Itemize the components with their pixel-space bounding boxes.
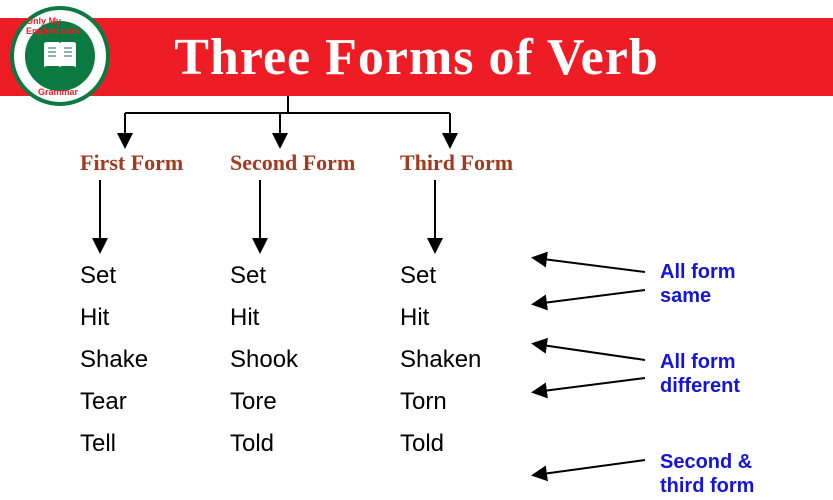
verb-column-third: Set Hit Shaken Torn Told bbox=[400, 255, 481, 465]
verb-cell: Told bbox=[400, 423, 481, 465]
verb-cell: Set bbox=[230, 255, 298, 297]
annotation-different: All form different bbox=[660, 350, 740, 398]
verb-cell: Torn bbox=[400, 381, 481, 423]
logo-text-bottom: Grammar bbox=[38, 87, 78, 97]
annotation-line: different bbox=[660, 374, 740, 398]
page-title: Three Forms of Verb bbox=[174, 28, 659, 87]
logo-badge: Only My English.com Grammar bbox=[10, 6, 110, 106]
annotation-line: same bbox=[660, 284, 736, 308]
verb-cell: Hit bbox=[400, 297, 481, 339]
annotation-line: Second & bbox=[660, 450, 754, 474]
verb-cell: Shook bbox=[230, 339, 298, 381]
annotation-line: All form bbox=[660, 350, 740, 374]
annotation-second-third: Second & third form bbox=[660, 450, 754, 498]
verb-cell: Set bbox=[80, 255, 148, 297]
verb-cell: Shake bbox=[80, 339, 148, 381]
verb-cell: Told bbox=[230, 423, 298, 465]
verb-cell: Tore bbox=[230, 381, 298, 423]
column-header-third: Third Form bbox=[400, 150, 513, 176]
verb-cell: Tell bbox=[80, 423, 148, 465]
book-icon bbox=[40, 36, 80, 76]
annotation-line: third form bbox=[660, 474, 754, 498]
verb-column-second: Set Hit Shook Tore Told bbox=[230, 255, 298, 465]
annotation-line: All form bbox=[660, 260, 736, 284]
logo-text-top: Only My English.com bbox=[26, 16, 106, 36]
verb-cell: Shaken bbox=[400, 339, 481, 381]
title-banner: Three Forms of Verb bbox=[0, 18, 833, 96]
verb-cell: Hit bbox=[230, 297, 298, 339]
verb-cell: Set bbox=[400, 255, 481, 297]
verb-column-first: Set Hit Shake Tear Tell bbox=[80, 255, 148, 465]
annotation-same: All form same bbox=[660, 260, 736, 308]
column-header-second: Second Form bbox=[230, 150, 355, 176]
verb-cell: Tear bbox=[80, 381, 148, 423]
column-header-first: First Form bbox=[80, 150, 183, 176]
verb-cell: Hit bbox=[80, 297, 148, 339]
